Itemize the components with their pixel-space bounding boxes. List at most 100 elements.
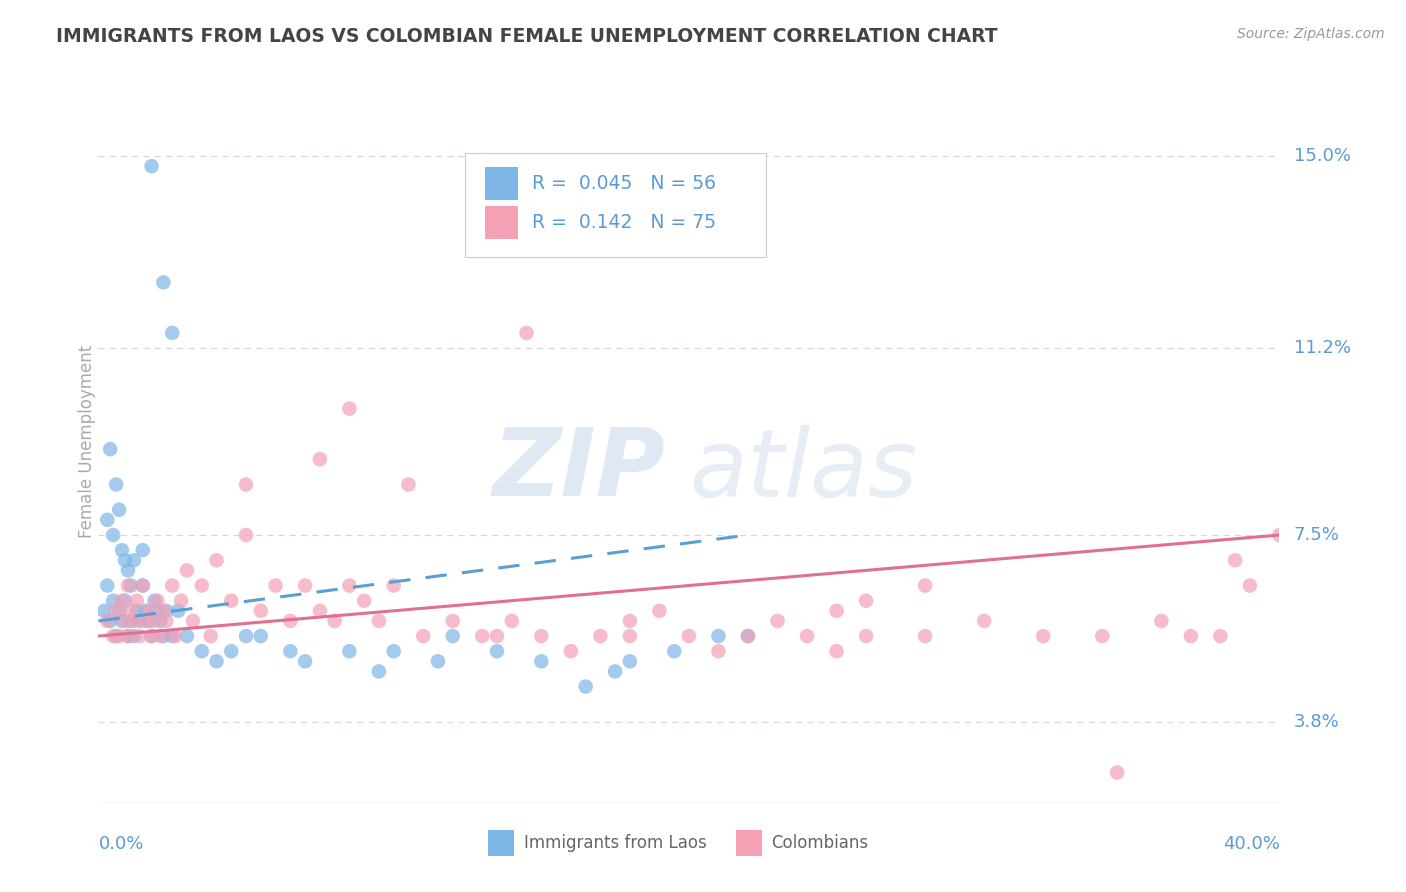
Point	[235, 528, 257, 542]
Point	[135, 614, 157, 628]
Point	[111, 614, 134, 628]
Point	[235, 477, 257, 491]
Point	[280, 614, 302, 628]
Point	[155, 604, 177, 618]
Point	[339, 401, 361, 416]
Point	[191, 644, 214, 658]
Point	[855, 629, 877, 643]
Point	[309, 604, 332, 618]
Point	[486, 644, 509, 658]
Point	[796, 629, 818, 643]
Point	[737, 629, 759, 643]
Y-axis label: Female Unemployment: Female Unemployment	[79, 345, 96, 538]
Point	[575, 680, 598, 694]
Point	[619, 654, 641, 668]
Point	[264, 578, 287, 592]
Point	[149, 614, 172, 628]
Point	[117, 563, 139, 577]
Point	[132, 543, 155, 558]
Point	[146, 604, 169, 618]
Point	[973, 614, 995, 628]
Text: R =  0.045   N = 56: R = 0.045 N = 56	[531, 174, 716, 193]
Point	[155, 614, 177, 628]
Text: Immigrants from Laos: Immigrants from Laos	[523, 833, 706, 852]
Point	[280, 644, 302, 658]
Point	[412, 629, 434, 643]
Point	[162, 326, 183, 340]
Point	[737, 629, 759, 643]
Point	[471, 629, 494, 643]
Point	[128, 629, 150, 643]
Point	[441, 614, 464, 628]
Point	[605, 665, 627, 679]
Point	[105, 629, 128, 643]
Point	[1209, 629, 1232, 643]
Point	[678, 629, 700, 643]
Point	[427, 654, 450, 668]
Point	[664, 644, 686, 658]
Point	[825, 644, 848, 658]
Point	[111, 543, 134, 558]
Point	[914, 578, 936, 592]
Point	[108, 629, 131, 643]
Text: Source: ZipAtlas.com: Source: ZipAtlas.com	[1237, 27, 1385, 41]
Point	[766, 614, 789, 628]
Point	[152, 276, 174, 290]
Point	[1091, 629, 1114, 643]
Point	[221, 644, 243, 658]
Point	[143, 614, 166, 628]
Point	[589, 629, 612, 643]
Point	[368, 614, 391, 628]
Point	[441, 629, 464, 643]
Point	[250, 604, 273, 618]
Point	[128, 614, 150, 628]
Point	[125, 604, 148, 618]
FancyBboxPatch shape	[464, 153, 766, 257]
Point	[98, 614, 121, 628]
Point	[250, 629, 273, 643]
Text: 7.5%: 7.5%	[1294, 526, 1340, 544]
Point	[103, 629, 125, 643]
Point	[339, 578, 361, 592]
Point	[1107, 765, 1129, 780]
Point	[707, 644, 730, 658]
Point	[132, 578, 155, 592]
Point	[1225, 553, 1247, 567]
Point	[120, 578, 142, 592]
Point	[96, 614, 118, 628]
Point	[108, 604, 131, 618]
Point	[141, 629, 163, 643]
Text: IMMIGRANTS FROM LAOS VS COLOMBIAN FEMALE UNEMPLOYMENT CORRELATION CHART: IMMIGRANTS FROM LAOS VS COLOMBIAN FEMALE…	[56, 27, 998, 45]
Point	[914, 629, 936, 643]
Point	[339, 644, 361, 658]
Point	[323, 614, 346, 628]
Point	[1032, 629, 1054, 643]
Point	[125, 593, 148, 607]
Point	[205, 553, 228, 567]
Text: atlas: atlas	[689, 425, 917, 516]
Point	[117, 578, 139, 592]
Point	[122, 614, 145, 628]
Point	[132, 578, 155, 592]
Point	[530, 654, 553, 668]
Text: R =  0.142   N = 75: R = 0.142 N = 75	[531, 213, 716, 232]
Point	[141, 159, 163, 173]
Point	[120, 614, 142, 628]
Point	[560, 644, 582, 658]
Text: 15.0%: 15.0%	[1294, 147, 1351, 165]
Point	[96, 513, 118, 527]
Point	[138, 604, 160, 618]
Point	[501, 614, 523, 628]
Point	[368, 665, 391, 679]
Point	[108, 502, 131, 516]
Point	[398, 477, 420, 491]
Point	[138, 614, 160, 628]
Point	[165, 629, 187, 643]
Point	[152, 629, 174, 643]
Point	[530, 629, 553, 643]
Point	[103, 593, 125, 607]
Text: 0.0%: 0.0%	[98, 835, 143, 854]
Point	[96, 578, 118, 592]
Point	[98, 442, 121, 456]
Point	[114, 614, 136, 628]
